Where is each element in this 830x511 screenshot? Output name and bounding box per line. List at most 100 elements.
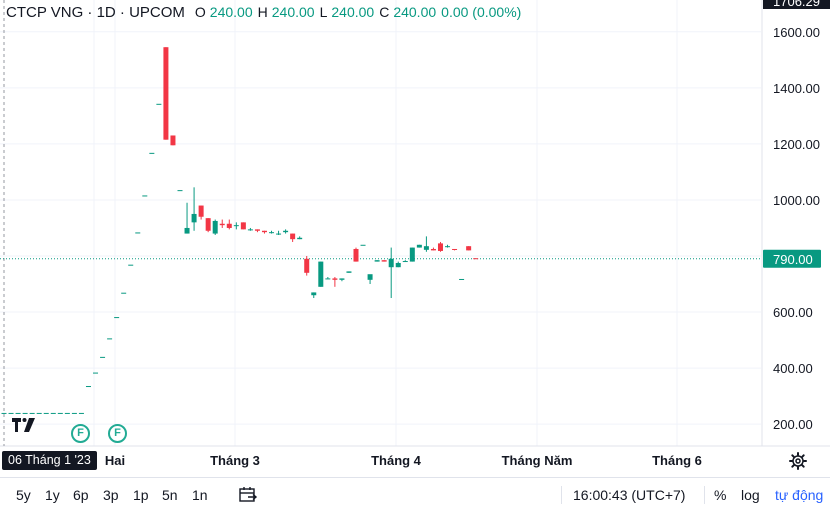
candle-body — [128, 264, 134, 266]
range-1m-button[interactable]: 1p — [133, 487, 149, 503]
candle-body — [1, 412, 7, 414]
candle-body — [339, 278, 345, 280]
crosshair-date-label: 06 Tháng 1 '23 — [2, 451, 97, 470]
tradingview-logo-icon[interactable] — [12, 416, 36, 434]
x-tick-label: Tháng 6 — [652, 453, 702, 468]
candle-body — [332, 278, 338, 280]
range-3m-button[interactable]: 3p — [103, 487, 119, 503]
toolbar-divider — [561, 486, 562, 504]
candle-body — [107, 338, 113, 340]
candle-body — [64, 412, 70, 414]
candle-body — [388, 258, 394, 268]
range-6m-button[interactable]: 6p — [73, 487, 89, 503]
range-5d-button[interactable]: 5n — [162, 487, 178, 503]
candle-body — [36, 412, 42, 414]
candle-body — [121, 292, 127, 294]
y-tick-label: 1000.00 — [773, 193, 820, 208]
range-1d-button[interactable]: 1n — [192, 487, 208, 503]
candle-body — [163, 47, 169, 140]
candle-body — [177, 190, 183, 192]
low-label: L — [319, 4, 328, 20]
candle-body — [100, 356, 106, 358]
candle-body — [353, 248, 359, 262]
candle-body — [416, 244, 422, 248]
auto-scale-toggle[interactable]: tự động — [775, 487, 824, 503]
calendar-goto-icon[interactable] — [238, 485, 258, 505]
candle-body — [402, 261, 408, 263]
candle-body — [283, 230, 289, 233]
open-label: O — [194, 4, 206, 20]
high-value: 240.00 — [271, 4, 315, 20]
y-tick-label: 400.00 — [773, 361, 813, 376]
candle-body — [29, 412, 35, 414]
symbol-title[interactable]: CTCP VNG · 1D · UPCOM — [6, 3, 185, 21]
candle-body — [219, 223, 225, 226]
candle-body — [276, 233, 282, 235]
candle-body — [22, 412, 28, 414]
candle-body — [15, 412, 21, 414]
candle-body — [78, 412, 84, 414]
candle-body — [374, 260, 380, 262]
candle-body — [452, 248, 458, 250]
x-tick-label: Tháng Năm — [502, 453, 573, 468]
candle-body — [409, 247, 415, 262]
bottom-toolbar: 5y 1y 6p 3p 1p 5n 1n 16:00:43 (UTC+7) % … — [0, 477, 830, 511]
dividend-flag-2[interactable]: F — [108, 424, 127, 443]
last-price-badge — [763, 249, 821, 268]
low-value: 240.00 — [331, 4, 375, 20]
range-1y-button[interactable]: 1y — [45, 487, 60, 503]
y-tick-label: 600.00 — [773, 305, 813, 320]
clock-timezone[interactable]: 16:00:43 (UTC+7) — [573, 487, 686, 503]
dividend-flag-1[interactable]: F — [71, 424, 90, 443]
candle-body — [240, 222, 246, 230]
candle-body — [325, 278, 331, 280]
close-label: C — [379, 4, 390, 20]
candle-body — [430, 248, 436, 251]
candle-body — [156, 103, 162, 105]
candle-body — [473, 258, 479, 260]
toolbar-divider — [704, 486, 705, 504]
candle-body — [205, 218, 211, 231]
candle-body — [466, 246, 472, 251]
candle-body — [191, 213, 197, 223]
candle-body — [135, 232, 141, 234]
candle-body — [367, 274, 373, 280]
candle-body — [198, 205, 204, 217]
change-value: 0.00 (0.00%) — [441, 4, 522, 20]
high-label: H — [257, 4, 268, 20]
candle-body — [8, 412, 14, 414]
candle-body — [114, 317, 120, 319]
x-tick-label: Hai — [105, 453, 125, 468]
percent-scale-toggle[interactable]: % — [714, 487, 727, 503]
open-value: 240.00 — [209, 4, 253, 20]
y-tick-label: 1400.00 — [773, 81, 820, 96]
candle-body — [304, 258, 310, 273]
candle-body — [57, 412, 63, 414]
candle-body — [269, 232, 275, 234]
candle-body — [71, 412, 77, 414]
gear-icon[interactable] — [788, 451, 808, 471]
range-5y-button[interactable]: 5y — [16, 487, 31, 503]
candle-body — [395, 262, 401, 268]
candle-body — [233, 225, 239, 227]
y-tick-label: 1200.00 — [773, 137, 820, 152]
candle-body — [254, 229, 260, 231]
top-price-label: 1706.29 — [773, 0, 820, 9]
candle-body — [142, 195, 148, 197]
top-price-badge — [763, 0, 830, 9]
candle-body — [247, 229, 253, 231]
candle-body — [85, 386, 91, 388]
candle-body — [149, 152, 155, 154]
x-tick-label: Tháng 3 — [210, 453, 260, 468]
candle-body — [290, 233, 296, 240]
log-scale-toggle[interactable]: log — [741, 487, 760, 503]
candlestick-chart[interactable]: 200.00400.00600.00800.001000.001200.0014… — [0, 0, 830, 477]
x-tick-label: Tháng 4 — [371, 453, 422, 468]
candle-body — [381, 260, 387, 262]
candle-body — [423, 246, 429, 250]
candle-body — [297, 237, 303, 240]
candle-body — [459, 278, 465, 280]
last-price-label: 790.00 — [773, 252, 813, 267]
